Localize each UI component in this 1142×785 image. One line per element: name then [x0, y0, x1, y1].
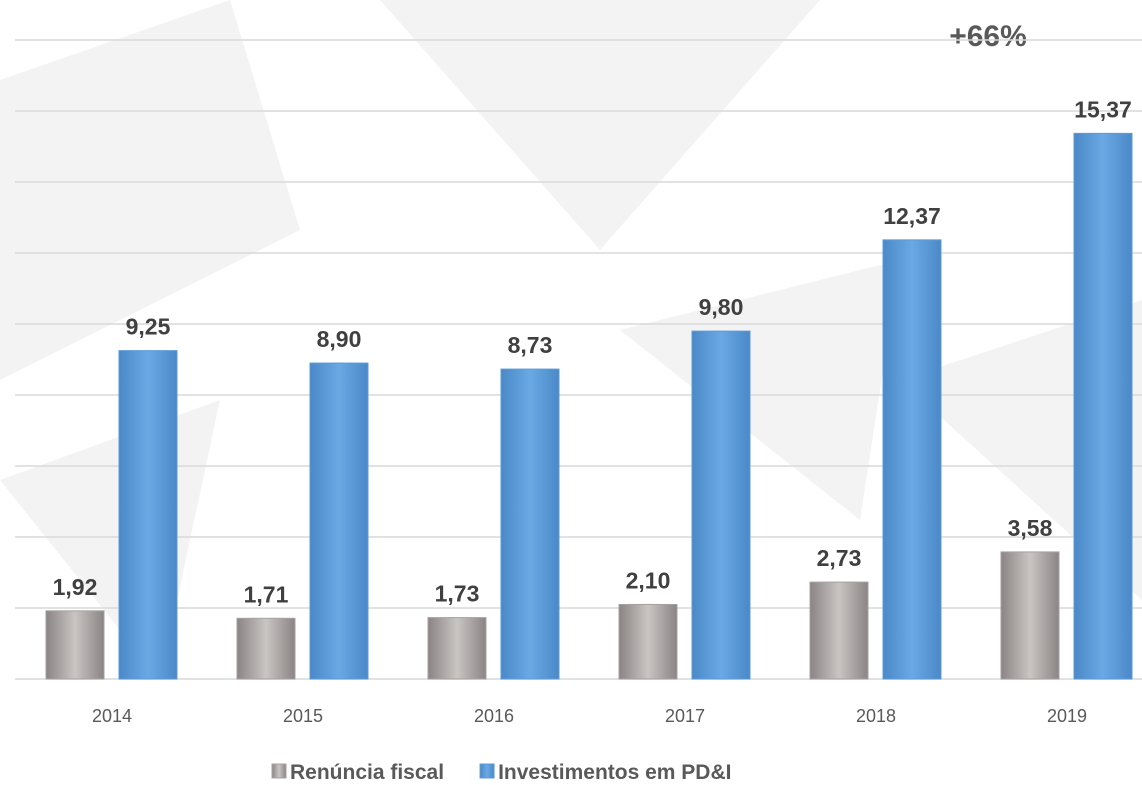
bar — [427, 617, 487, 680]
bar — [809, 581, 869, 680]
bar — [45, 610, 105, 680]
bar — [1073, 132, 1133, 680]
x-tick-label: 2014 — [92, 706, 132, 726]
value-label: 15,37 — [1074, 96, 1132, 122]
x-tick-label: 2015 — [283, 706, 323, 726]
legend-swatch — [479, 763, 495, 779]
x-tick-label: 2018 — [856, 706, 896, 726]
x-tick-label: 2019 — [1047, 706, 1087, 726]
x-tick-label: 2017 — [665, 706, 705, 726]
legend-label: Investimentos em PD&I — [498, 761, 731, 784]
value-label: 9,80 — [699, 294, 744, 320]
annotation: +66% — [949, 20, 1027, 53]
bar — [882, 239, 942, 680]
value-label: 1,71 — [244, 581, 289, 607]
value-label: 1,73 — [435, 581, 480, 607]
legend-label: Renúncia fiscal — [290, 761, 444, 784]
value-label: 8,90 — [317, 326, 362, 352]
value-label: 9,25 — [126, 314, 171, 340]
value-label: 3,58 — [1008, 515, 1053, 541]
bar — [309, 362, 369, 680]
value-label: 1,92 — [53, 574, 98, 600]
value-label: 2,10 — [626, 567, 671, 593]
bar — [236, 617, 296, 680]
bar — [691, 330, 751, 680]
bar — [1000, 551, 1060, 680]
bar — [618, 603, 678, 680]
bar — [500, 368, 560, 680]
value-label: 2,73 — [817, 545, 862, 571]
x-tick-label: 2016 — [474, 706, 514, 726]
value-label: 8,73 — [508, 332, 553, 358]
legend-swatch — [271, 763, 287, 779]
bar — [118, 350, 178, 680]
value-label: 12,37 — [883, 203, 941, 229]
